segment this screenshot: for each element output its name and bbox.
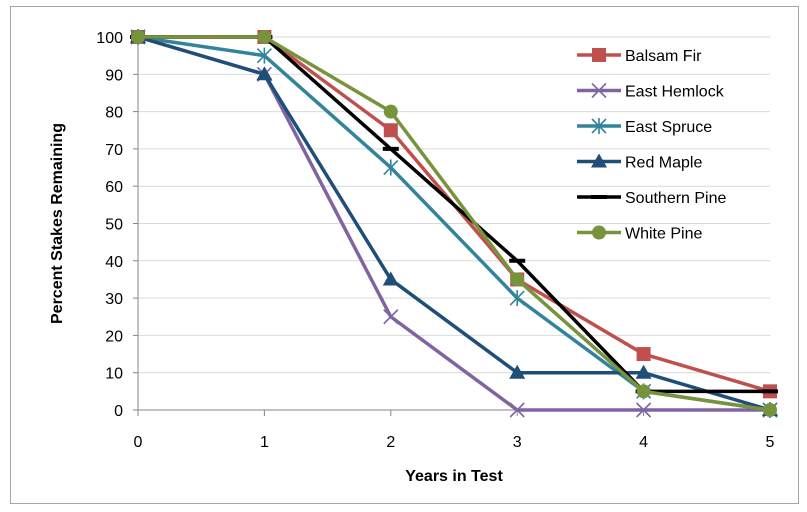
data-point-white-pine xyxy=(257,30,272,44)
data-point-white-pine xyxy=(383,104,398,119)
y-tick-label: 70 xyxy=(105,142,123,159)
y-tick-label: 100 xyxy=(96,30,123,47)
y-tick-label: 20 xyxy=(105,328,123,345)
data-point-east-hemlock xyxy=(509,402,525,418)
data-point-east-spruce xyxy=(256,47,272,64)
legend-entry-east-hemlock: East Hemlock xyxy=(577,82,725,101)
y-tick-label: 40 xyxy=(105,254,123,271)
legend-marker xyxy=(592,225,606,240)
data-point-east-hemlock xyxy=(383,309,399,325)
data-point-balsam-fir xyxy=(383,123,398,138)
legend-label: Southern Pine xyxy=(625,190,727,207)
series-white-pine xyxy=(131,30,777,417)
data-point-white-pine xyxy=(636,384,651,399)
y-tick-label: 50 xyxy=(105,217,123,234)
x-tick-label: 0 xyxy=(134,434,143,451)
y-tick-label: 90 xyxy=(105,67,123,84)
legend-entry-white-pine: White Pine xyxy=(577,225,702,243)
legend-label: White Pine xyxy=(625,226,702,243)
x-tick-label: 1 xyxy=(260,434,269,451)
y-axis-title: Percent Stakes Remaining xyxy=(49,123,66,324)
x-tick-label: 3 xyxy=(513,434,522,451)
x-tick-label: 2 xyxy=(386,434,395,451)
legend-entry-east-spruce: East Spruce xyxy=(577,118,712,136)
x-axis-title: Years in Test xyxy=(405,468,503,485)
series-lines xyxy=(130,29,778,418)
series-line-red-maple xyxy=(137,35,771,412)
legend-marker xyxy=(591,153,607,168)
legend-marker xyxy=(592,48,606,62)
legend-entry-balsam-fir: Balsam Fir xyxy=(577,48,702,65)
data-point-red-maple xyxy=(509,364,526,379)
data-point-east-spruce xyxy=(383,159,399,176)
y-tick-label: 10 xyxy=(105,366,123,383)
legend-label: Red Maple xyxy=(625,155,702,172)
legend: Balsam Fir East Hemlock East Spruce Red Map… xyxy=(577,48,727,243)
y-tick-label: 80 xyxy=(105,105,123,122)
y-tick-label: 60 xyxy=(105,179,123,196)
data-point-red-maple xyxy=(256,66,273,81)
legend-marker xyxy=(591,82,607,99)
legend-label: Balsam Fir xyxy=(625,48,702,65)
data-point-east-hemlock xyxy=(636,402,652,418)
legend-marker xyxy=(591,118,607,134)
chart-frame xyxy=(10,6,799,504)
data-point-balsam-fir xyxy=(636,347,651,362)
data-point-white-pine xyxy=(131,30,145,44)
y-tick-label: 0 xyxy=(114,403,123,420)
data-point-white-pine xyxy=(510,272,525,287)
legend-label: East Spruce xyxy=(625,119,712,136)
data-point-white-pine xyxy=(763,403,777,417)
legend-entry-red-maple: Red Maple xyxy=(577,153,702,172)
x-tick-label: 5 xyxy=(766,434,775,451)
x-tick-label: 4 xyxy=(639,434,648,451)
y-tick-label: 30 xyxy=(105,291,123,308)
data-point-east-spruce xyxy=(509,290,525,307)
legend-entry-southern-pine: Southern Pine xyxy=(577,190,727,207)
legend-label: East Hemlock xyxy=(625,84,725,101)
series-line-white-pine xyxy=(138,35,771,412)
tick-labels: 0 10 20 30 40 50 60 70 80 90 100 0 1 2 3 4 5 xyxy=(96,30,774,451)
data-point-red-maple xyxy=(382,271,399,286)
data-point-red-maple xyxy=(635,364,652,379)
